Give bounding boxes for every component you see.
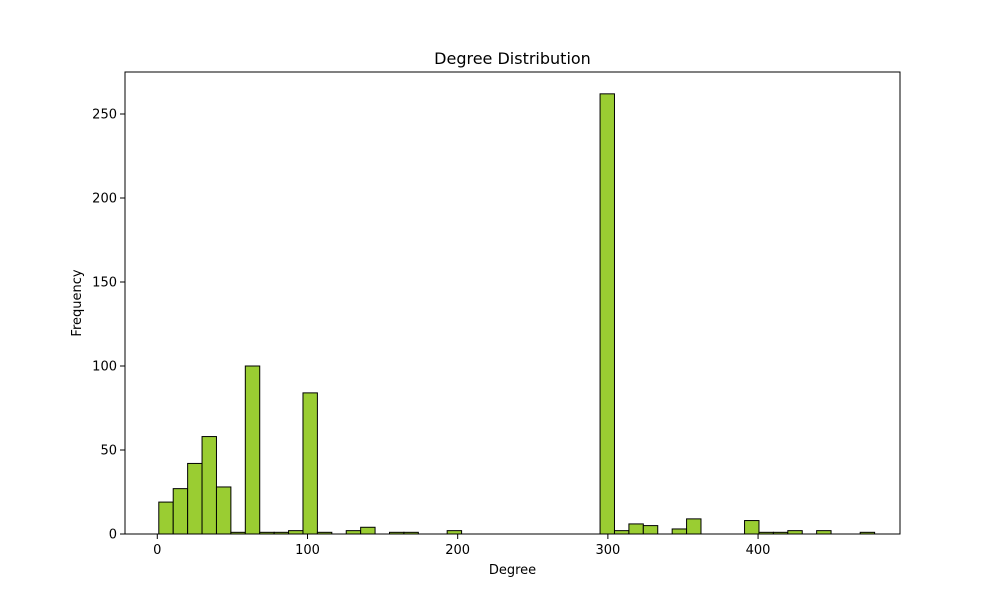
x-tick-label: 0 [153,543,161,558]
y-tick-label: 0 [109,528,117,543]
y-tick-label: 100 [92,360,117,375]
histogram-bar [172,488,189,535]
x-axis-label: Degree [489,563,536,578]
x-tick-label: 100 [295,543,320,558]
y-axis-ticks: 0 50 100 150 200 250 [92,108,125,543]
bars-group [158,93,876,535]
x-tick-label: 300 [595,543,620,558]
histogram-bar [158,501,174,535]
plot-frame [124,71,901,535]
histogram-bar [787,530,803,535]
x-tick-label: 400 [746,543,771,558]
histogram-bar [215,486,232,535]
histogram-bar [201,436,217,535]
y-tick-label: 50 [100,444,117,459]
histogram-bar [446,530,463,535]
histogram-bar [686,518,702,535]
x-axis-ticks: 0 100 200 300 400 [153,534,770,558]
histogram-bar [187,462,203,535]
histogram-bar [744,520,760,535]
histogram-bar [816,530,832,535]
histogram-bar [599,93,615,535]
histogram-bar [613,530,630,535]
y-tick-label: 150 [92,276,117,291]
x-tick-label: 200 [445,543,470,558]
histogram-bar [628,523,644,535]
chart-title: Degree Distribution [434,49,591,68]
histogram-bar [642,525,659,535]
histogram-bar [288,530,304,535]
histogram-bar [671,528,688,535]
histogram-bar [244,365,261,535]
histogram-bar [302,392,318,535]
histogram-bar [360,526,376,535]
y-tick-label: 200 [92,192,117,207]
y-tick-label: 250 [92,108,117,123]
y-axis-label: Frequency [70,269,85,336]
histogram-bar [345,530,362,535]
